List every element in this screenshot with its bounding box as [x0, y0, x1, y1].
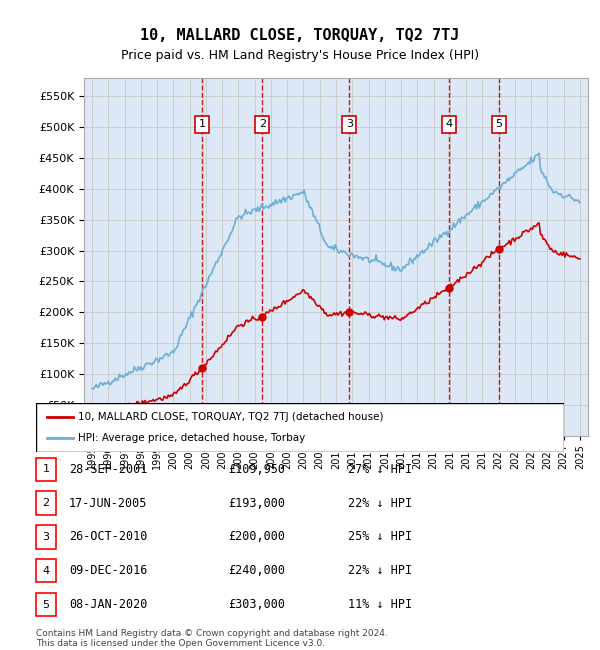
Text: 10, MALLARD CLOSE, TORQUAY, TQ2 7TJ: 10, MALLARD CLOSE, TORQUAY, TQ2 7TJ: [140, 28, 460, 44]
Text: 2: 2: [43, 498, 49, 508]
Text: 1: 1: [43, 464, 49, 474]
Text: 4: 4: [445, 119, 452, 129]
Text: 2: 2: [259, 119, 266, 129]
Text: £193,000: £193,000: [228, 497, 285, 510]
Text: HPI: Average price, detached house, Torbay: HPI: Average price, detached house, Torb…: [78, 433, 305, 443]
Text: 08-JAN-2020: 08-JAN-2020: [69, 598, 148, 611]
Text: 22% ↓ HPI: 22% ↓ HPI: [348, 497, 412, 510]
Text: 3: 3: [346, 119, 353, 129]
Text: 3: 3: [43, 532, 49, 542]
Text: 5: 5: [43, 599, 49, 610]
Text: 28-SEP-2001: 28-SEP-2001: [69, 463, 148, 476]
Text: 22% ↓ HPI: 22% ↓ HPI: [348, 564, 412, 577]
Text: £240,000: £240,000: [228, 564, 285, 577]
FancyBboxPatch shape: [36, 403, 564, 452]
Text: £200,000: £200,000: [228, 530, 285, 543]
Text: This data is licensed under the Open Government Licence v3.0.: This data is licensed under the Open Gov…: [36, 639, 325, 648]
Text: 10, MALLARD CLOSE, TORQUAY, TQ2 7TJ (detached house): 10, MALLARD CLOSE, TORQUAY, TQ2 7TJ (det…: [78, 411, 384, 422]
Text: 5: 5: [496, 119, 503, 129]
Text: £303,000: £303,000: [228, 598, 285, 611]
Text: 09-DEC-2016: 09-DEC-2016: [69, 564, 148, 577]
Text: 1: 1: [199, 119, 205, 129]
Text: £109,950: £109,950: [228, 463, 285, 476]
Text: 4: 4: [43, 566, 49, 576]
Text: Contains HM Land Registry data © Crown copyright and database right 2024.: Contains HM Land Registry data © Crown c…: [36, 629, 388, 638]
Text: 25% ↓ HPI: 25% ↓ HPI: [348, 530, 412, 543]
Text: Price paid vs. HM Land Registry's House Price Index (HPI): Price paid vs. HM Land Registry's House …: [121, 49, 479, 62]
Text: 27% ↓ HPI: 27% ↓ HPI: [348, 463, 412, 476]
Text: 11% ↓ HPI: 11% ↓ HPI: [348, 598, 412, 611]
Text: 26-OCT-2010: 26-OCT-2010: [69, 530, 148, 543]
Text: 17-JUN-2005: 17-JUN-2005: [69, 497, 148, 510]
